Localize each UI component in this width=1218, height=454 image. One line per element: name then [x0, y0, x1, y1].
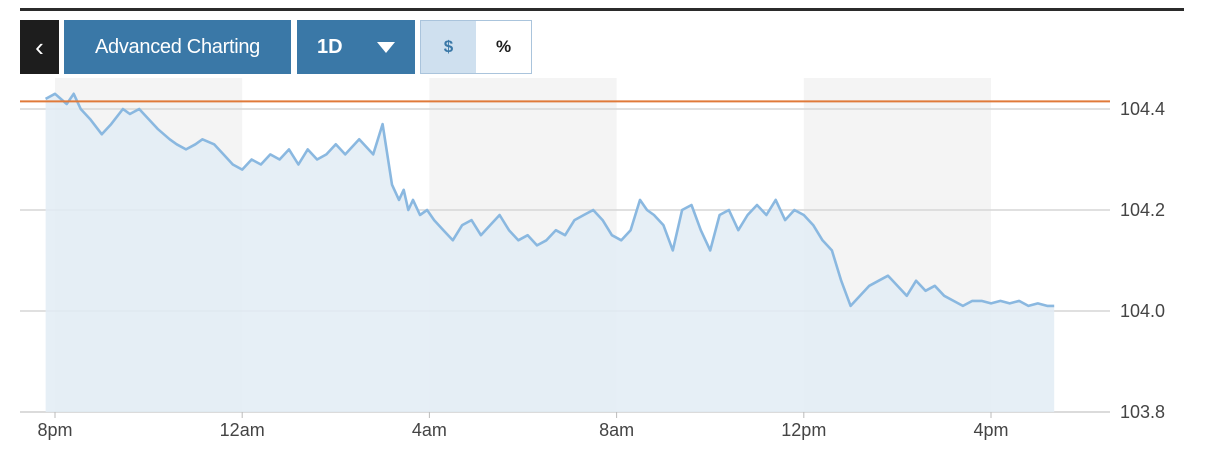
x-tick-label: 8pm — [37, 420, 72, 440]
advanced-charting-button[interactable]: Advanced Charting — [64, 20, 291, 74]
y-tick-label: 103.8 — [1120, 402, 1165, 422]
chart-toolbar: ‹ Advanced Charting 1D $ % — [20, 20, 532, 74]
range-dropdown[interactable]: 1D — [297, 20, 415, 74]
percent-toggle-button[interactable]: % — [476, 21, 531, 73]
y-axis: 104.4 104.2 104.0 103.8 — [1120, 99, 1165, 422]
x-tick-label: 8am — [599, 420, 634, 440]
range-label: 1D — [317, 35, 343, 58]
back-button[interactable]: ‹ — [20, 20, 59, 74]
x-tick-label: 12pm — [781, 420, 826, 440]
x-tick-label: 12am — [220, 420, 265, 440]
dollar-toggle-label: $ — [443, 37, 454, 56]
y-tick-label: 104.0 — [1120, 301, 1165, 321]
x-axis: 8pm 12am 4am 8am 12pm 4pm — [37, 412, 1009, 440]
series-layer — [20, 92, 1110, 413]
caret-down-icon — [376, 41, 395, 53]
percent-toggle-label: % — [495, 37, 512, 56]
price-area — [45, 93, 1055, 413]
y-tick-label: 104.2 — [1120, 200, 1165, 220]
chevron-left-icon: ‹ — [35, 31, 44, 62]
top-rule — [20, 8, 1184, 11]
advanced-charting-label: Advanced Charting — [94, 35, 260, 58]
price-line — [44, 92, 1055, 308]
value-mode-toggle: $ % — [420, 20, 532, 74]
x-tick-label: 4pm — [973, 420, 1008, 440]
y-tick-label: 104.4 — [1120, 99, 1165, 119]
dollar-toggle-button[interactable]: $ — [421, 21, 476, 73]
x-tick-label: 4am — [412, 420, 447, 440]
